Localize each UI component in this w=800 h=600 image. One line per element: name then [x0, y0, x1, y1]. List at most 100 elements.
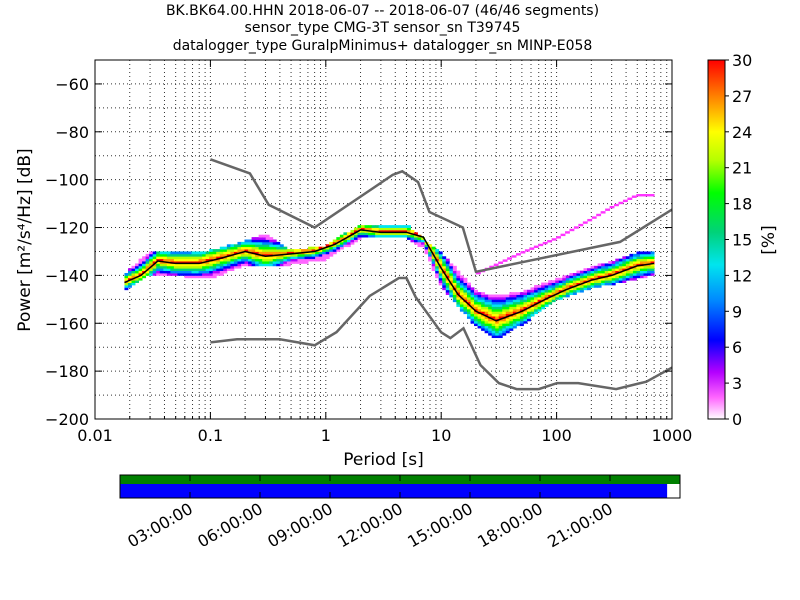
density-cell: [523, 292, 528, 295]
density-cell: [618, 277, 623, 281]
density-cell: [474, 294, 478, 298]
density-cell: [534, 299, 538, 303]
density-cell: [484, 296, 489, 300]
density-cell: [544, 282, 549, 286]
density-cell: [410, 234, 415, 238]
density-cell: [583, 284, 588, 288]
density-cell: [152, 268, 157, 272]
density-cell: [509, 306, 514, 310]
density-cell: [216, 258, 221, 262]
density-cell: [488, 313, 493, 317]
density-cell: [456, 284, 461, 288]
density-cell: [145, 258, 150, 262]
density-cell: [392, 234, 397, 238]
x-tick-label: 1000: [652, 426, 693, 445]
density-cell: [498, 261, 504, 264]
density-cell: [180, 273, 185, 276]
density-cell: [505, 304, 510, 307]
density-cell: [449, 273, 454, 276]
density-cell: [509, 294, 514, 298]
density-cell: [350, 239, 355, 243]
density-cell: [173, 268, 178, 272]
density-cell: [498, 306, 503, 310]
density-cell: [502, 325, 507, 329]
density-cell: [558, 287, 563, 291]
density-cell: [392, 225, 397, 228]
density-cell: [152, 263, 157, 267]
density-cell: [424, 246, 429, 250]
density-cell: [435, 251, 440, 255]
density-cell: [502, 301, 507, 305]
density-cell: [145, 270, 150, 274]
density-cell: [403, 232, 408, 236]
density-cell: [530, 287, 535, 291]
density-cell: [272, 249, 277, 252]
density-cell: [332, 251, 337, 255]
density-cell: [244, 251, 249, 255]
density-cell: [286, 263, 291, 267]
density-cell: [135, 277, 139, 281]
density-cell: [597, 268, 602, 272]
density-cell: [248, 258, 252, 262]
density-cell: [251, 244, 256, 248]
density-cell: [449, 263, 454, 267]
density-cell: [477, 316, 482, 319]
density-cell: [255, 251, 260, 255]
density-cell: [255, 239, 260, 243]
density-cell: [223, 249, 228, 252]
density-cell: [230, 251, 235, 255]
density-cell: [251, 246, 256, 250]
density-cell: [625, 263, 630, 267]
density-cell: [594, 284, 599, 288]
density-cell: [650, 261, 655, 264]
density-cell: [618, 201, 624, 205]
density-cell: [191, 253, 196, 257]
density-cell: [579, 270, 584, 274]
density-cell: [339, 234, 344, 238]
density-cell: [569, 292, 574, 295]
density-cell: [258, 256, 263, 260]
density-cell: [456, 287, 461, 291]
density-cell: [248, 261, 252, 264]
density-cell: [523, 318, 528, 322]
density-cell: [608, 280, 613, 283]
density-cell: [597, 265, 602, 269]
density-cell: [565, 275, 570, 279]
density-cell: [188, 256, 192, 260]
density-cell: [205, 253, 210, 257]
density-cell: [481, 318, 486, 322]
density-cell: [611, 263, 616, 267]
density-cell: [138, 261, 143, 264]
density-cell: [205, 268, 210, 272]
density-cell: [209, 263, 214, 267]
density-cell: [304, 261, 309, 264]
density-cell: [512, 292, 517, 295]
density-cell: [414, 234, 418, 238]
density-cell: [286, 261, 291, 264]
density-cell: [346, 241, 351, 245]
density-cell: [636, 273, 641, 276]
density-cell: [202, 258, 207, 262]
colorbar-tick-label: 3: [732, 374, 742, 393]
density-cell: [322, 258, 327, 262]
density-cell: [579, 273, 584, 276]
density-cell: [569, 273, 574, 276]
density-cell: [509, 299, 514, 303]
density-cell: [184, 251, 189, 255]
density-cell: [477, 313, 482, 317]
density-cell: [516, 294, 521, 298]
density-cell: [530, 308, 535, 312]
density-cell: [272, 241, 277, 245]
density-cell: [410, 229, 415, 233]
density-cell: [265, 253, 270, 257]
density-cell: [509, 311, 514, 315]
density-cell: [512, 313, 517, 317]
density-cell: [495, 323, 500, 327]
density-cell: [470, 289, 475, 293]
density-cell: [124, 282, 129, 286]
density-cell: [631, 195, 637, 198]
density-cell: [361, 232, 365, 236]
density-cell: [629, 253, 634, 257]
density-cell: [343, 232, 348, 236]
density-cell: [188, 270, 192, 274]
